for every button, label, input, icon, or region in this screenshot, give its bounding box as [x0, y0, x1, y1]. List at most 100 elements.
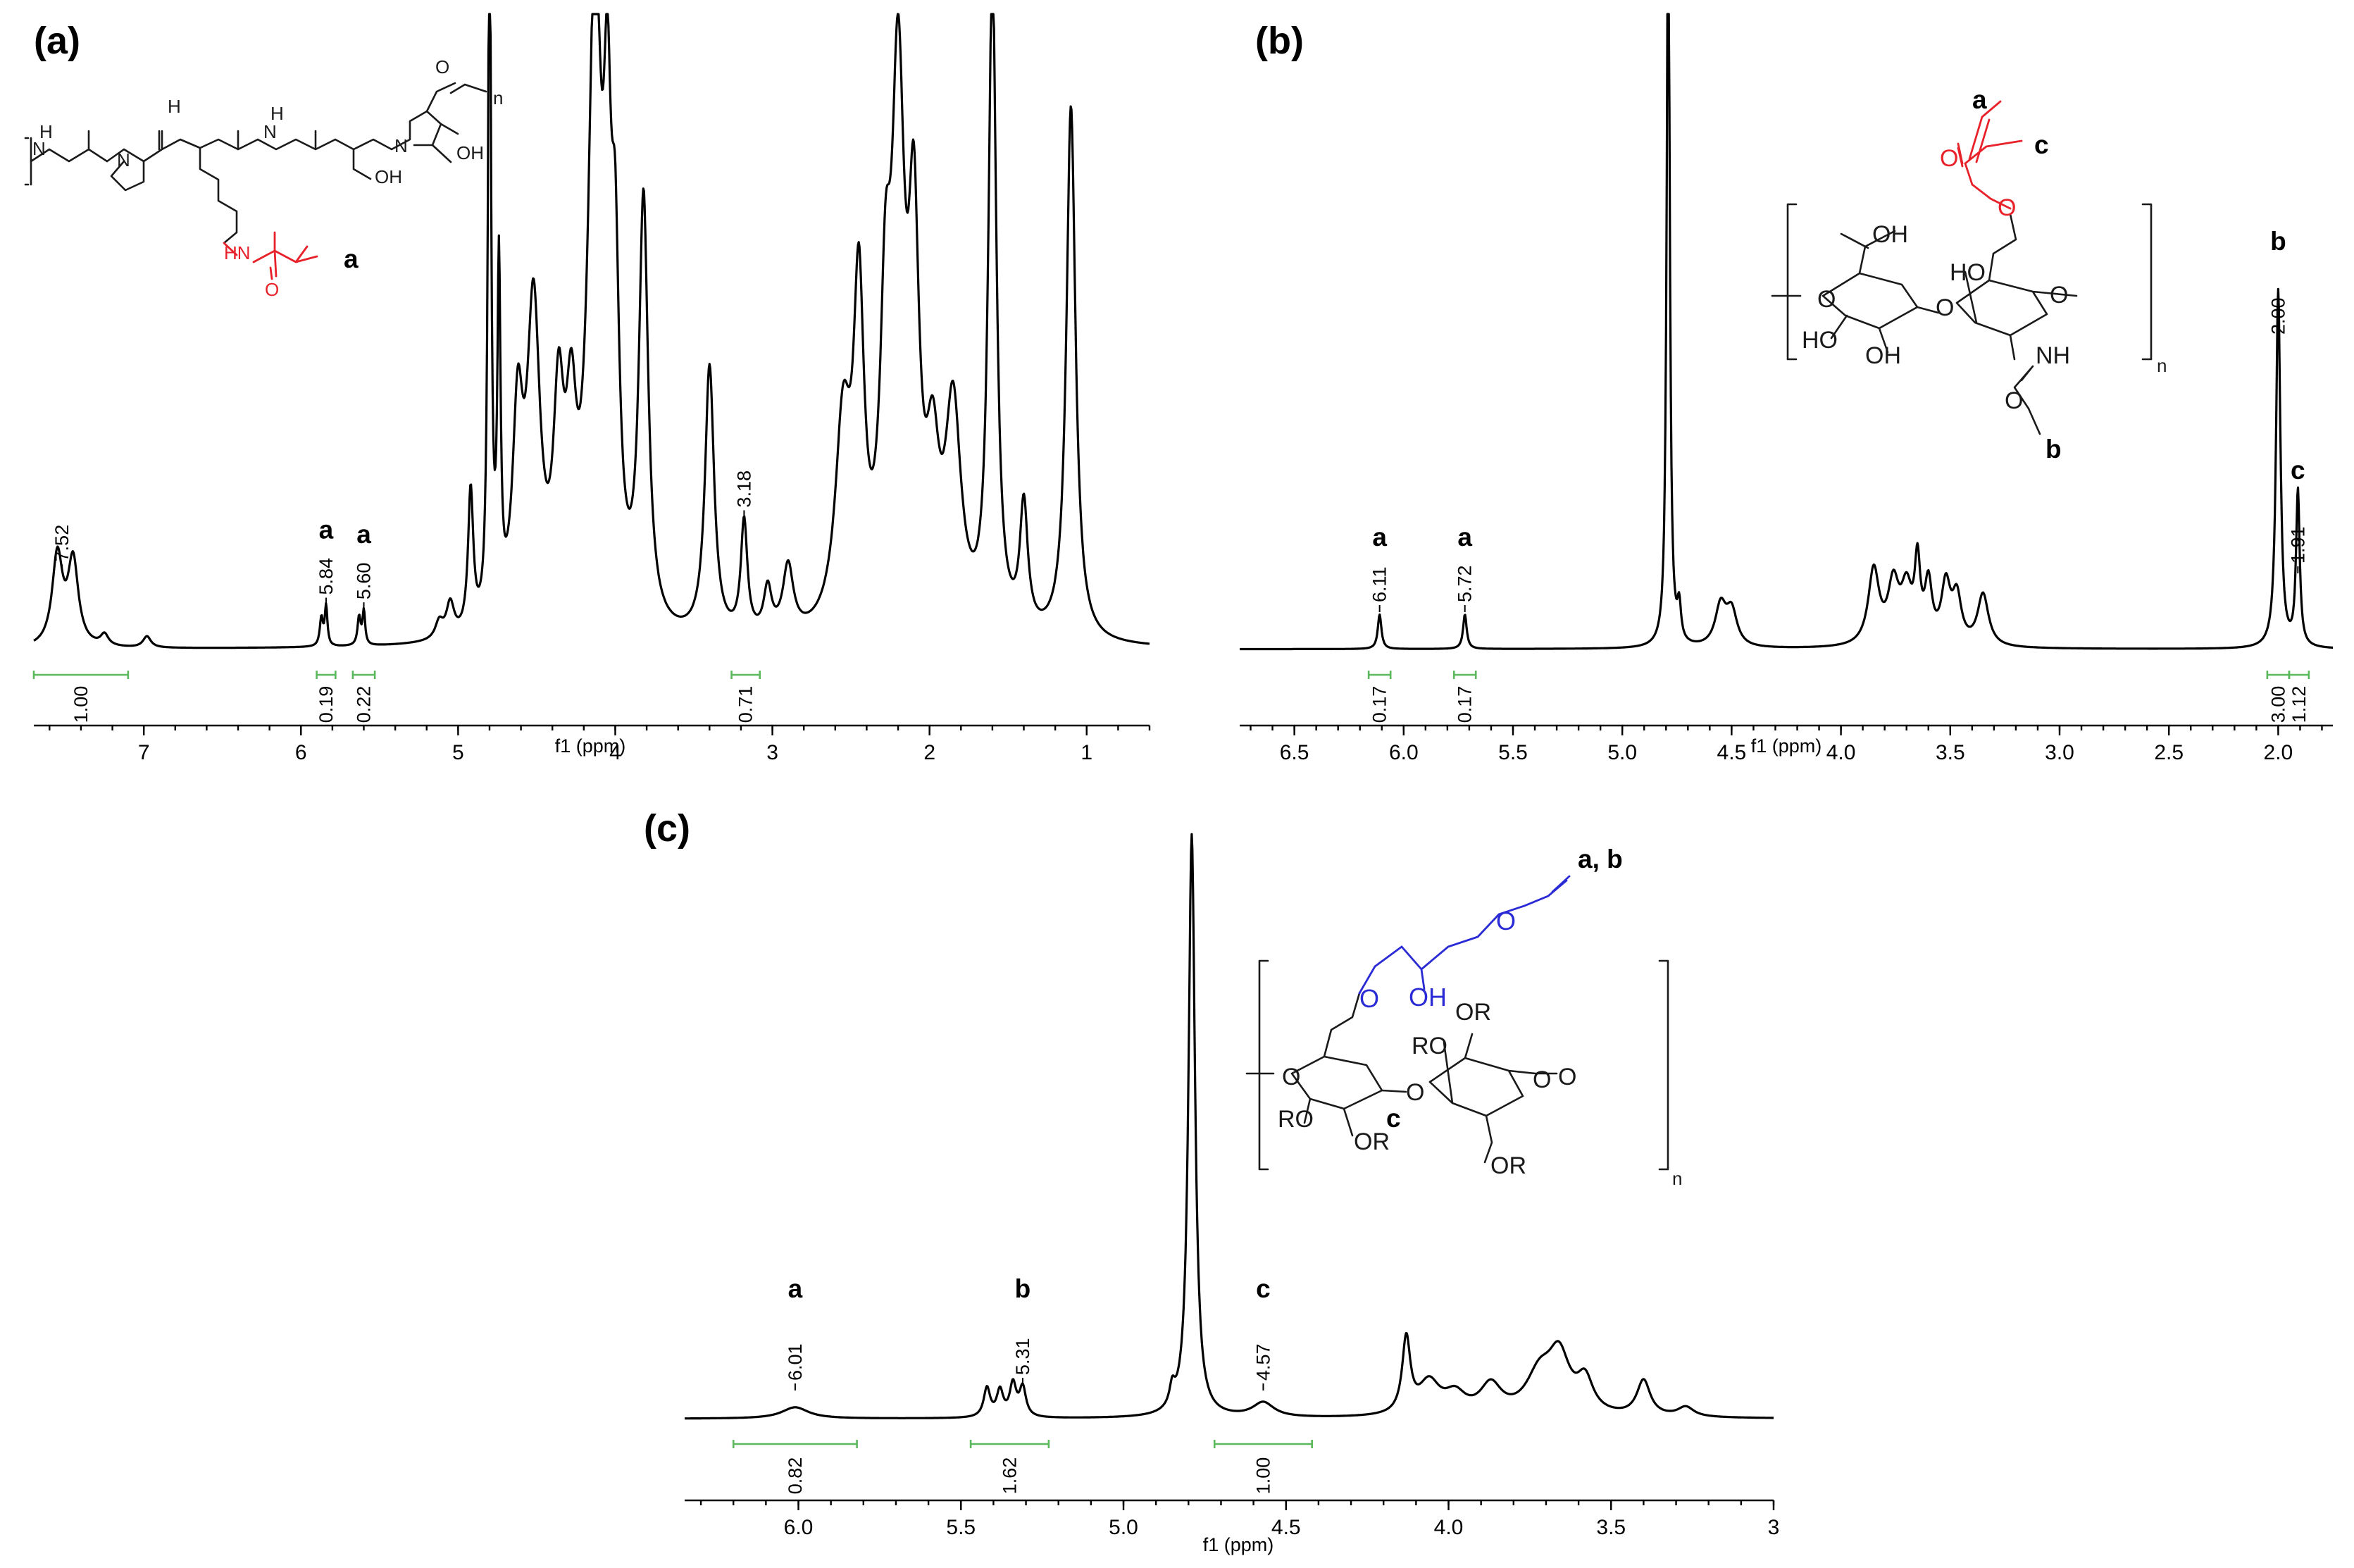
x-tick-label: 4.5 — [1271, 1516, 1301, 1539]
integral-value: 0.22 — [354, 686, 375, 723]
atom-o-ether-1: O — [1359, 984, 1379, 1013]
atom-ho-ring1: HO — [1802, 327, 1838, 354]
panel-a-structure: N H N H N H N OH OH O n HN O a — [24, 56, 503, 300]
peak-label: 5.72 — [1455, 565, 1476, 602]
panel-a-spectrum — [33, 13, 1150, 649]
panel-b-label: (b) — [1255, 20, 1304, 62]
x-tick-label: 3 — [1768, 1516, 1780, 1539]
peak-marker-a: a — [788, 1274, 803, 1303]
panel-b-integrals: 0.17 0.17 3.00 1.12 — [1367, 671, 2310, 723]
integral-value: 0.82 — [785, 1457, 806, 1495]
x-tick-label: 3.5 — [1936, 741, 1965, 764]
x-tick-label: 2 — [923, 741, 935, 764]
peak-label: 6.01 — [785, 1343, 806, 1381]
x-tick-label: 6.0 — [1389, 741, 1419, 764]
atom-hn-red: HN — [224, 242, 251, 263]
peak-marker-b: b — [2270, 227, 2286, 256]
atom-or-bottom: OR — [1490, 1152, 1526, 1179]
integral-value: 1.00 — [1252, 1457, 1273, 1495]
atom-or-top: OR — [1455, 999, 1491, 1026]
atom-o-link-left: O — [1817, 286, 1836, 313]
subscript-n-b: n — [2157, 355, 2167, 376]
atom-oh-hyp: OH — [456, 142, 484, 163]
atom-o-link-left-c: O — [1282, 1064, 1300, 1090]
atom-o-amide: O — [2005, 387, 2023, 414]
x-tick-label: 3.0 — [2045, 741, 2074, 764]
acetamide-b — [2013, 365, 2041, 435]
peak-marker-a: a — [319, 516, 334, 545]
allyl-glycidyl-chain — [1358, 875, 1571, 995]
brackets-c — [1258, 959, 1669, 1171]
cellulose-rings — [1245, 992, 1558, 1164]
panel-b: (b) 6.5 6.0 5.5 5.0 4.5 4.0 3.5 3.0 2.5 2.0 f1 (p… — [1239, 13, 2334, 764]
peak-marker-a: a — [1372, 523, 1387, 552]
atom-or-ring1: OR — [1354, 1128, 1390, 1155]
atom-o-red: O — [265, 279, 279, 300]
panel-c-spectrum — [684, 833, 1774, 1420]
atom-o-ring2-c: O — [1533, 1066, 1551, 1093]
atom-h-3: H — [270, 103, 284, 124]
atom-nh: NH — [2036, 342, 2070, 369]
x-tick-label: 1 — [1081, 741, 1092, 764]
peak-label: 7.52 — [51, 525, 73, 562]
panel-c-x-axis: 6.0 5.5 5.0 4.5 4.0 3.5 3 — [685, 1499, 1780, 1539]
x-tick-label: 2.5 — [2154, 741, 2184, 764]
marker-c-structure-b: c — [2034, 130, 2049, 159]
atom-o-right: O — [1558, 1064, 1576, 1090]
peak-label: 5.84 — [316, 558, 337, 595]
panel-c-structure: O O OH OR RO O O O RO OR c OR O a, b n — [1245, 845, 1682, 1189]
panel-a-x-axis-label: f1 (ppm) — [555, 735, 626, 757]
methacrylamide-group — [223, 231, 318, 280]
panel-c: (c) 6.0 5.5 5.0 4.5 4.0 3.5 3 f1 (ppm) 6.01 a 5.… — [644, 807, 1779, 1555]
panel-a-peak-labels: 7.52 5.84 a 5.60 a 3.18 — [51, 471, 754, 610]
panel-b-x-axis-label: f1 (ppm) — [1751, 735, 1822, 757]
integral-value: 3.00 — [2267, 686, 2288, 723]
x-tick-label: 4.0 — [1434, 1516, 1464, 1539]
atom-o-ether-2: O — [1496, 907, 1516, 935]
atom-nh-1: N — [32, 138, 46, 159]
peak-label: 1.91 — [2287, 526, 2308, 564]
atom-o-glycosidic: O — [1936, 294, 1954, 321]
atom-oh-ring1: OH — [1865, 342, 1901, 369]
atom-hn-2: N — [263, 121, 277, 142]
peptide-backbone — [30, 82, 487, 244]
subscript-n-c: n — [1672, 1168, 1682, 1189]
peak-label: 4.57 — [1252, 1343, 1273, 1381]
atom-ro-ring2: RO — [1412, 1033, 1447, 1059]
x-tick-label: 5.5 — [1498, 741, 1528, 764]
peak-label: 6.11 — [1369, 566, 1390, 602]
peak-label: 5.31 — [1012, 1338, 1033, 1376]
panel-c-peak-labels: 6.01 a 5.31 b 4.57 c — [785, 1274, 1273, 1390]
x-tick-label: 5.0 — [1109, 1516, 1138, 1539]
atom-ho-ring2: HO — [1950, 259, 1986, 286]
x-tick-label: 5.5 — [946, 1516, 976, 1539]
x-tick-label: 4 — [609, 741, 621, 764]
atom-oh-carboxyl: OH — [1872, 221, 1908, 248]
panel-c-label: (c) — [644, 807, 690, 850]
peak-label: 5.60 — [354, 563, 375, 600]
atom-oh-glycidyl: OH — [1409, 983, 1447, 1012]
marker-a-structure-b: a — [1972, 85, 1987, 114]
atom-h-1: H — [39, 121, 53, 142]
peak-marker-b: b — [1015, 1274, 1031, 1303]
x-tick-label: 3 — [766, 741, 778, 764]
brackets-b — [1786, 203, 2153, 361]
marker-c-structure: c — [1386, 1104, 1401, 1133]
x-tick-label: 4.0 — [1826, 741, 1856, 764]
methacrylate-group — [1957, 100, 2023, 210]
integral-value: 1.00 — [70, 686, 92, 723]
atom-o-glycosidic-c: O — [1406, 1079, 1424, 1106]
marker-a-structure: a — [344, 244, 359, 273]
integral-value: 0.71 — [735, 686, 756, 723]
panel-c-x-axis-label: f1 (ppm) — [1203, 1534, 1274, 1555]
marker-b-structure-b: b — [2045, 435, 2062, 463]
x-tick-label: 2.0 — [2264, 741, 2293, 764]
x-tick-label: 4.5 — [1717, 741, 1747, 764]
panel-a-label: (a) — [34, 20, 80, 62]
atom-n-hyp: N — [394, 135, 408, 156]
integral-value: 0.17 — [1369, 686, 1390, 723]
atom-o-terminal: O — [435, 56, 449, 77]
marker-ab-structure: a, b — [1578, 845, 1623, 873]
subscript-n-a: n — [493, 87, 503, 108]
